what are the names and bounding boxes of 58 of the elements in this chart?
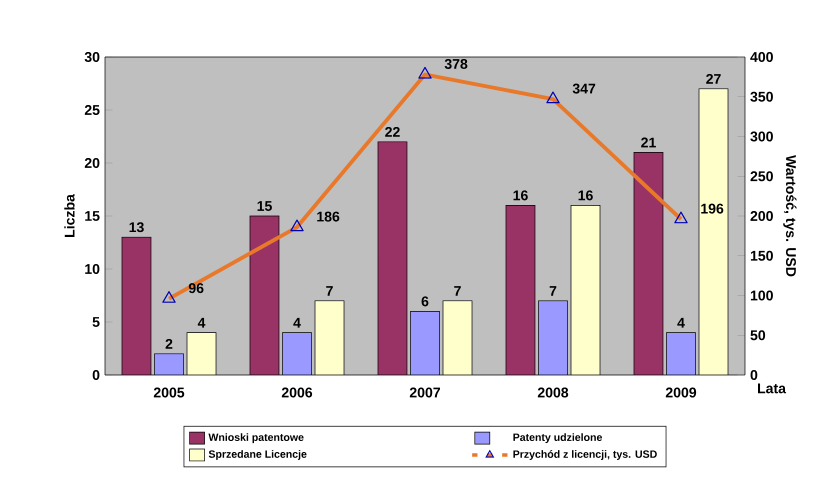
bar: [187, 332, 216, 376]
x-tick-label: 2008: [538, 388, 568, 398]
bar: [250, 216, 279, 376]
data-label: 7: [454, 286, 461, 296]
data-label: 4: [677, 318, 685, 328]
data-label: 2: [166, 338, 172, 349]
bar: [378, 142, 407, 376]
y2-tick-label: 0: [750, 370, 758, 380]
data-label: 4: [198, 318, 206, 328]
y2-tick-label: 50: [750, 330, 766, 340]
x-tick-label: 2006: [282, 388, 312, 398]
data-label: 4: [293, 318, 301, 328]
y-axis-title: Liczba: [64, 194, 75, 237]
data-label: 7: [550, 286, 556, 296]
x-axis-title: Lata: [758, 384, 786, 394]
x-tick-label: 2007: [410, 388, 440, 398]
bar: [571, 205, 600, 376]
y2-tick-label: 150: [750, 250, 773, 261]
data-label: 22: [385, 126, 400, 137]
bar: [443, 300, 472, 376]
y-tick-label: 25: [84, 105, 100, 115]
x-tick-label: 2005: [154, 388, 184, 398]
y2-tick-label: 400: [750, 52, 773, 62]
data-label: 13: [130, 222, 144, 232]
data-label: 347: [572, 84, 596, 94]
bar: [634, 152, 664, 376]
data-label: 7: [326, 286, 333, 296]
y2-tick-label: 300: [750, 132, 773, 142]
legend-label: Przychód z licencji, tys. USD: [513, 450, 657, 460]
y-tick-label: 10: [85, 264, 100, 274]
bar: [122, 237, 151, 376]
y2-tick-label: 250: [750, 171, 773, 182]
y2-tick-label: 100: [750, 290, 773, 300]
data-label: 196: [701, 204, 724, 214]
data-label: 186: [317, 212, 340, 222]
data-label: 16: [514, 190, 528, 200]
data-label: 96: [188, 283, 204, 294]
bar: [315, 300, 344, 376]
bar: [698, 88, 728, 376]
x-tick-label: 2009: [666, 388, 696, 398]
y-tick-label: 30: [84, 52, 100, 62]
legend-label: Wnioski patentowe: [208, 433, 304, 444]
data-label: 21: [641, 138, 656, 148]
legend-label: Patenty udzielone: [513, 433, 602, 444]
y-tick-label: 15: [85, 211, 100, 221]
data-label: 378: [444, 58, 468, 69]
y2-axis-title: Wartość, tys. USD: [783, 155, 796, 276]
data-label: 15: [258, 201, 272, 211]
data-label: 16: [578, 190, 593, 200]
y-tick-label: 0: [92, 370, 100, 380]
y-tick-label: 5: [92, 317, 100, 327]
bar: [506, 205, 535, 376]
data-label: 27: [706, 74, 721, 84]
y-tick-label: 20: [84, 158, 100, 168]
y2-tick-label: 200: [750, 211, 773, 221]
legend-label: Sprzedane Licencje: [208, 450, 307, 460]
data-label: 6: [422, 296, 428, 306]
y2-tick-label: 350: [750, 92, 773, 102]
